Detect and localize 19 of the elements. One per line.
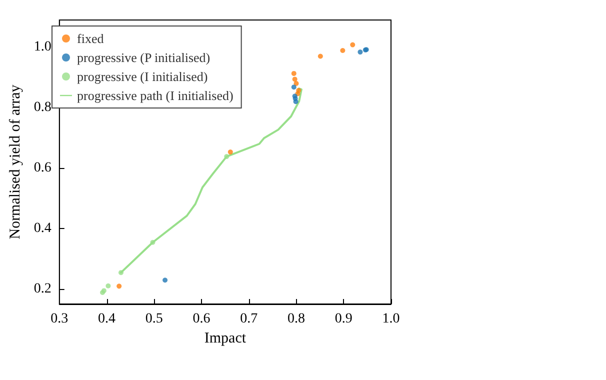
x-tick-label: 0.9 [334,312,352,326]
x-tick-label: 1.0 [382,312,400,326]
x-tick-label: 0.6 [192,312,210,326]
y-tick-label: 0.6 [34,160,52,176]
legend-label: fixed [77,31,104,46]
x-tick-label: 0.8 [288,312,306,326]
x-tick-label: 0.3 [50,312,68,326]
y-tick-label: 0.8 [34,100,52,116]
x-tick-label: 0.7 [240,312,258,326]
legend-label: progressive (P initialised) [77,50,210,65]
legend-label: progressive path (I initialised) [77,88,234,103]
x-tick-label: 0.5 [145,312,163,326]
x-tick-label: 0.4 [98,312,116,326]
y-tick-label: 0.4 [34,220,52,236]
x-axis-title: Impact [204,330,247,346]
y-axis-title: Normalised yield of array [8,84,24,240]
legend-label: progressive (I initialised) [77,69,208,84]
y-tick-label: 0.2 [34,281,52,296]
y-tick-label: 1.0 [34,40,52,55]
